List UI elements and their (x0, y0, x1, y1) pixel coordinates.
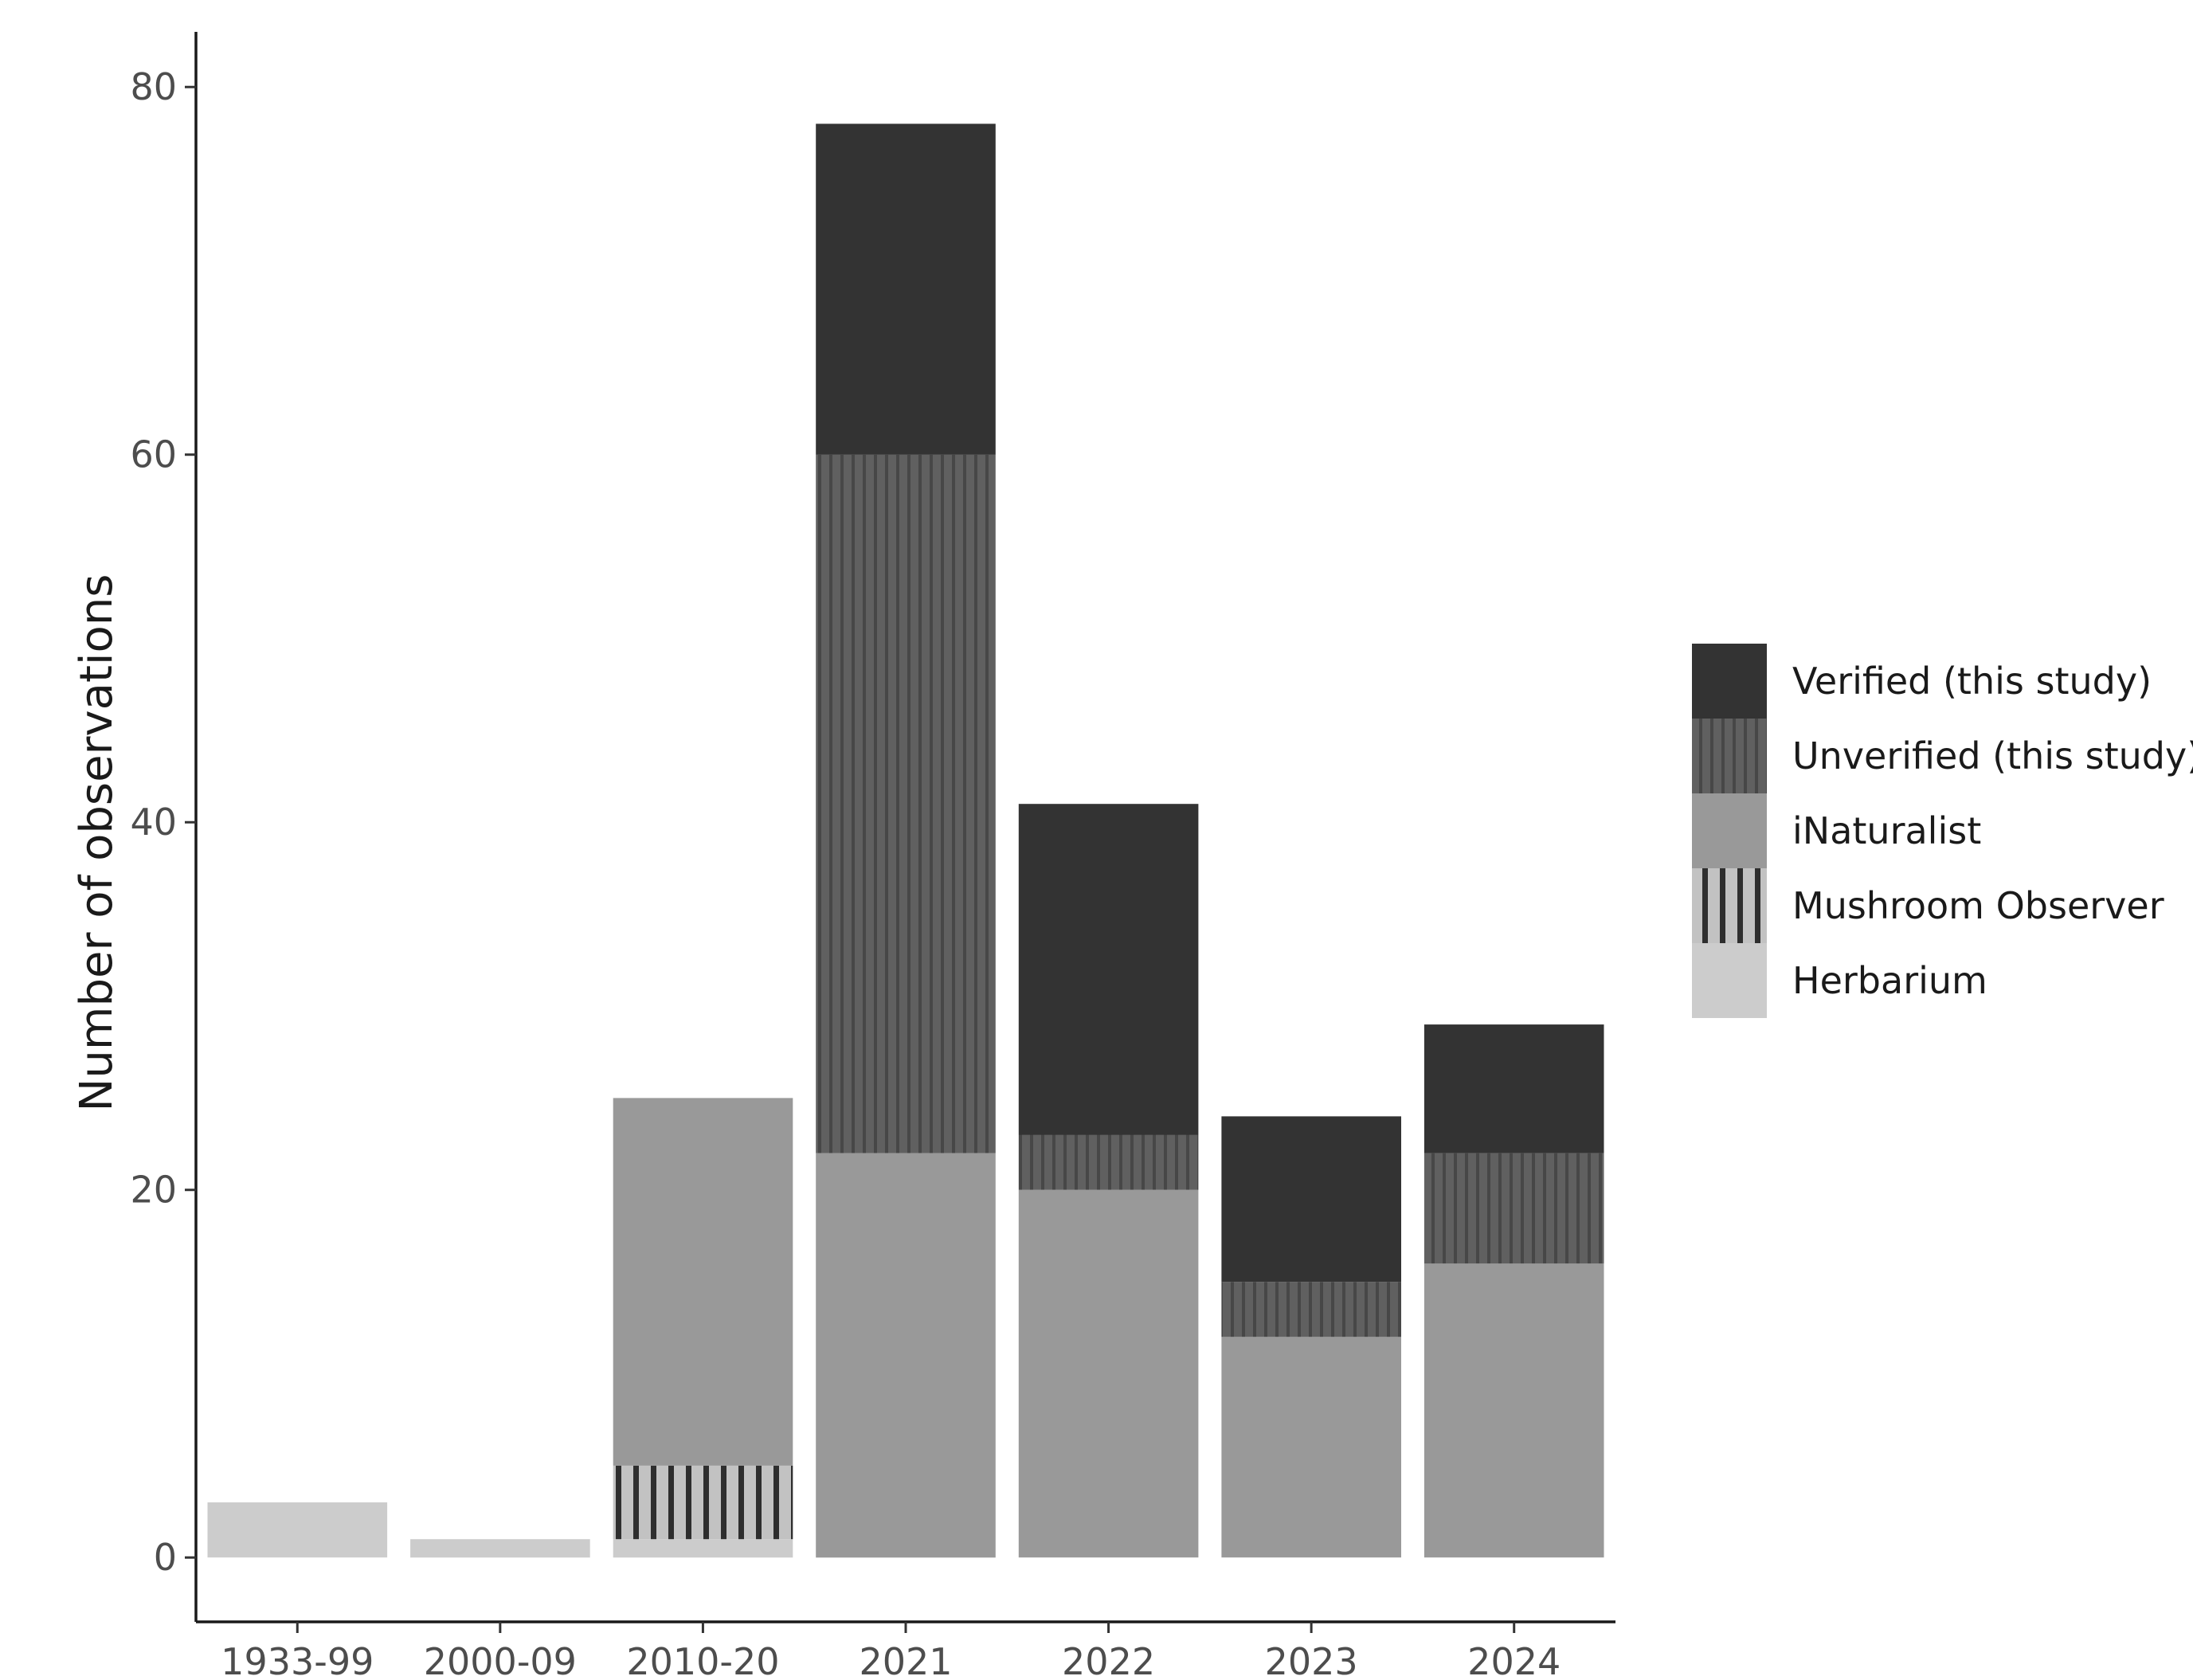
legend-label-unverified-this-study: Unverified (this study) (1792, 734, 2193, 777)
legend-label-verified-this-study: Verified (this study) (1792, 660, 2152, 703)
legend: Verified (this study) Unverified (this st… (1692, 644, 2193, 1018)
bar-2021-verified-this-study (816, 123, 996, 455)
x-tick-label: 2000-09 (424, 1640, 577, 1680)
y-tick-label: 60 (130, 433, 177, 476)
bar-2021-inaturalist (816, 1153, 996, 1558)
bar-2010-20-inaturalist (613, 1098, 793, 1466)
x-tick-label: 2021 (859, 1640, 952, 1680)
bar-2022-verified-this-study (1018, 804, 1199, 1135)
y-tick-label: 0 (154, 1536, 177, 1579)
y-tick-label: 80 (130, 65, 177, 108)
bars-layer (207, 123, 1604, 1558)
x-tick-label: 1933-99 (221, 1640, 374, 1680)
legend-label-herbarium: Herbarium (1792, 959, 1987, 1002)
legend-key-inaturalist (1692, 793, 1767, 868)
y-axis-title: Number of observations (71, 574, 123, 1112)
bar-2024-verified-this-study (1423, 1024, 1604, 1153)
legend-key-verified-this-study (1692, 644, 1767, 719)
x-tick-label: 2022 (1062, 1640, 1155, 1680)
bar-2024-unverified-this-study (1423, 1153, 1604, 1264)
x-tick-label: 2024 (1467, 1640, 1561, 1680)
bar-2010-20-mushroom-observer (613, 1465, 793, 1540)
bar-2000-09-herbarium (410, 1539, 590, 1558)
legend-label-mushroom-observer: Mushroom Observer (1792, 884, 2164, 927)
bar-2023-unverified-this-study (1221, 1282, 1401, 1337)
bar-2022-unverified-this-study (1018, 1134, 1199, 1190)
bar-2024-inaturalist (1423, 1263, 1604, 1558)
legend-key-mushroom-observer (1692, 868, 1767, 943)
bar-2010-20-herbarium (613, 1539, 793, 1558)
legend-key-herbarium (1692, 943, 1767, 1018)
bar-1933-99-herbarium (207, 1502, 388, 1558)
y-tick-label: 20 (130, 1169, 177, 1212)
bar-2023-inaturalist (1221, 1337, 1401, 1558)
bar-2023-verified-this-study (1221, 1116, 1401, 1283)
axes-layer: 0 20 40 60 80 1933-99 2000-09 2010-20 2021 2022 20… (71, 32, 1615, 1680)
x-tick-label: 2023 (1265, 1640, 1358, 1680)
bar-2021-unverified-this-study (816, 454, 996, 1153)
legend-label-inaturalist: iNaturalist (1792, 809, 1981, 852)
legend-key-unverified-this-study (1692, 719, 1767, 793)
y-tick-label: 40 (130, 801, 177, 844)
bar-2022-inaturalist (1018, 1189, 1199, 1558)
x-tick-label: 2010-20 (626, 1640, 779, 1680)
